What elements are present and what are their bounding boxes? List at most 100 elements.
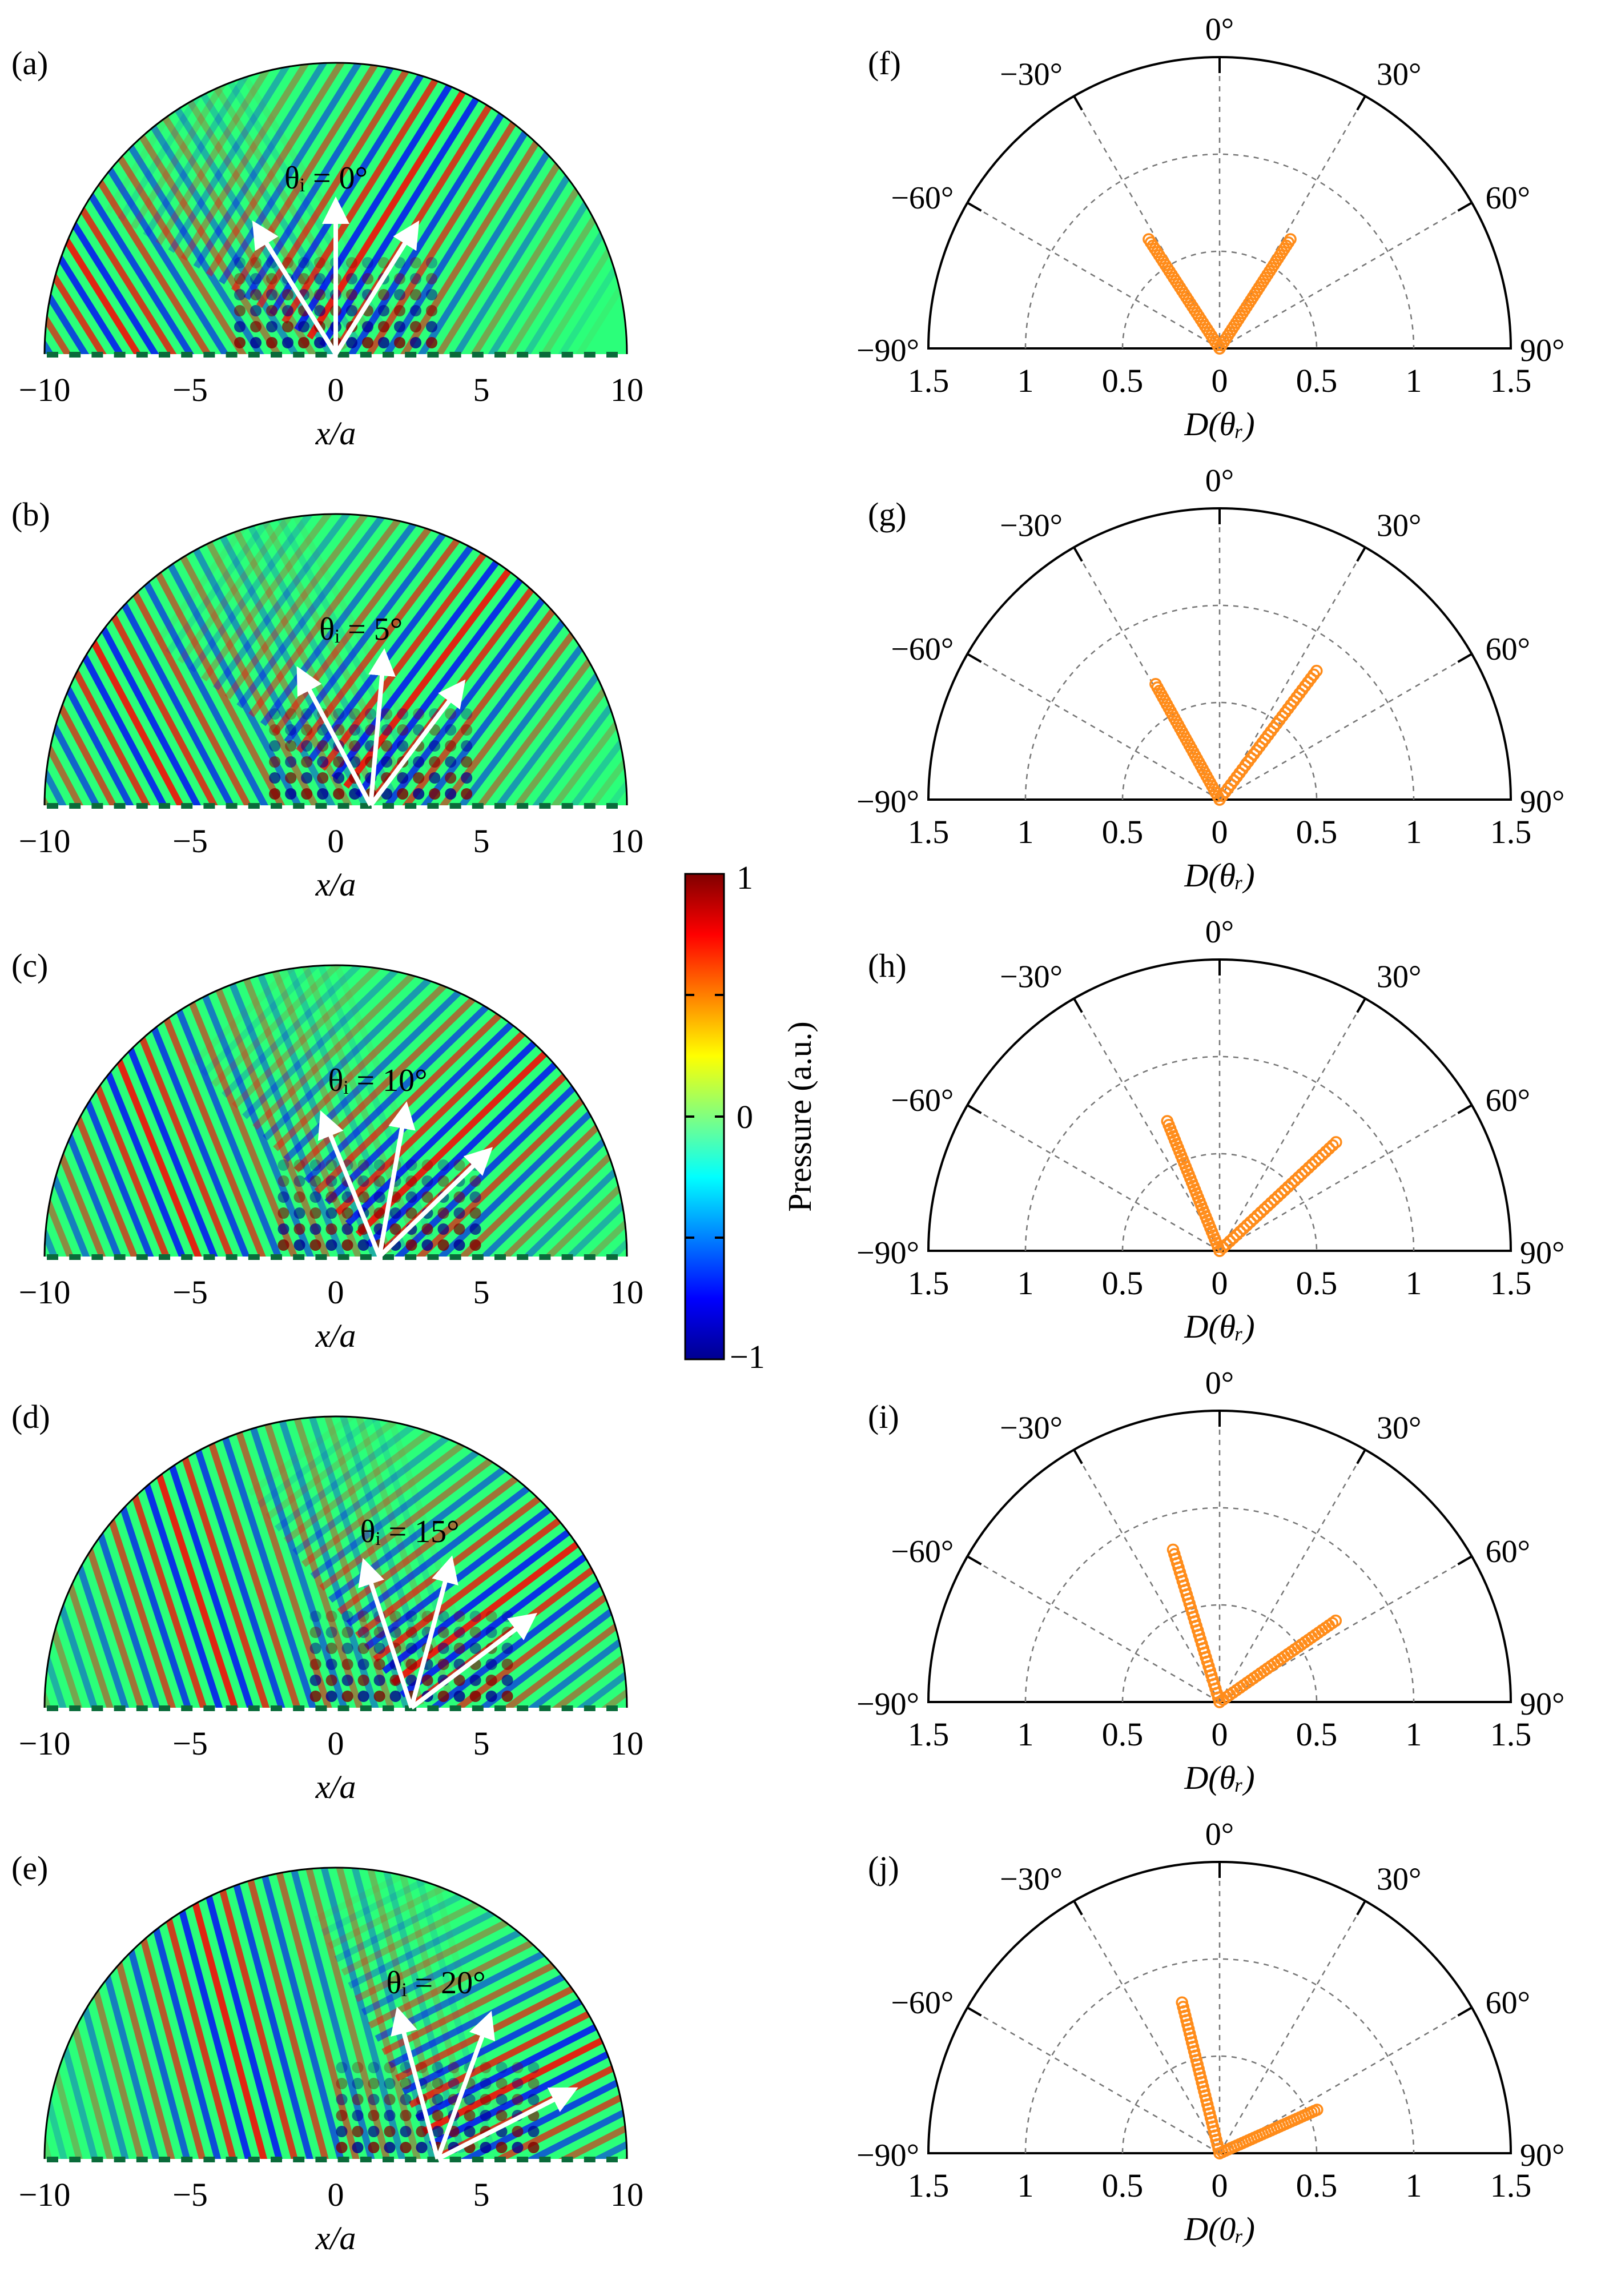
- polar-spoke: [1073, 998, 1221, 1251]
- directivity-point: [1143, 233, 1155, 246]
- colorbar-tick-zero: 0: [737, 1098, 753, 1135]
- metasurface-unit: [181, 1705, 193, 1711]
- polar-angle-label: 0°: [1205, 463, 1234, 499]
- x-axis-label: x/a: [315, 866, 356, 903]
- radial-tick-label: 1.5: [1490, 362, 1532, 399]
- polar-angle-label: −90°: [856, 2138, 919, 2173]
- field-map-outline: [43, 513, 628, 806]
- directivity-point: [1161, 1115, 1174, 1127]
- polar-tick-mark: [1073, 547, 1083, 562]
- metasurface-unit: [472, 2157, 484, 2162]
- polar-tick-mark: [1457, 202, 1473, 212]
- metasurface-unit: [203, 1705, 215, 1711]
- x-axis-label: x/a: [315, 1768, 356, 1805]
- polar-frame: [927, 56, 1512, 350]
- metasurface-unit: [427, 352, 439, 358]
- directivity-point: [1282, 1181, 1294, 1193]
- metasurface-unit: [114, 1705, 126, 1711]
- directivity-point: [1275, 1187, 1288, 1200]
- metasurface-unit: [584, 352, 596, 358]
- polar-tick-mark: [1457, 1555, 1473, 1566]
- x-axis-label: x/a: [315, 415, 356, 452]
- polar-angle-label: 90°: [1520, 1235, 1564, 1271]
- metasurface-unit: [405, 1254, 417, 1260]
- field-map-panel: θᵢ = 0° (a) −10 −5 0 5 10 x/a: [11, 45, 643, 452]
- polar-spoke: [1219, 1104, 1473, 1252]
- metasurface-unit: [539, 352, 551, 358]
- directivity-point: [1265, 1197, 1277, 1209]
- metasurface-unit: [248, 803, 260, 809]
- polar-frame: [927, 958, 1512, 1252]
- directivity-point: [1309, 1155, 1322, 1168]
- polar-tick-mark: [1073, 998, 1083, 1013]
- directivity-point: [1227, 1231, 1240, 1245]
- polar-spoke: [1218, 547, 1366, 800]
- polar-angle-label: 60°: [1486, 1534, 1530, 1570]
- panel-label: (j): [868, 1849, 899, 1886]
- field-map-panel: θᵢ = 5° (b) −10 −5 0 5 10 x/a: [11, 496, 643, 903]
- metasurface-unit: [114, 803, 126, 809]
- metasurface-unit: [383, 1254, 394, 1260]
- field-map-image: [45, 514, 627, 805]
- metasurface-unit: [181, 803, 193, 809]
- polar-tick-mark: [1073, 1900, 1083, 1916]
- directivity-point: [1241, 1219, 1253, 1232]
- metasurface-unit: [360, 352, 372, 358]
- directivity-point: [1326, 1139, 1339, 1152]
- incidence-angle-label: θᵢ = 20°: [387, 1965, 486, 2001]
- polar-panel: 0°−30° 30°−60° 60°−90° 90°1.5 1 0.5 0 0.5 1 1.5D(…: [856, 12, 1564, 443]
- directivity-point: [1213, 1245, 1226, 1257]
- metasurface-unit: [226, 1254, 238, 1260]
- incidence-angle-label: θᵢ = 10°: [328, 1063, 428, 1098]
- metasurface-unit: [69, 2157, 81, 2162]
- polar-tick-mark: [967, 653, 982, 663]
- radial-tick-label: 1.5: [908, 362, 950, 399]
- polar-ring: [1024, 153, 1415, 349]
- radial-tick-label: 0.5: [1102, 2167, 1144, 2204]
- metasurface-unit: [606, 352, 618, 358]
- polar-x-axis-label: D(θᵣ): [1184, 1308, 1254, 1345]
- metasurface-unit: [383, 1705, 394, 1711]
- radial-tick-label: 1.5: [908, 2167, 950, 2204]
- directivity-point: [1320, 1145, 1332, 1158]
- polar-angle-label: 0°: [1205, 1366, 1234, 1401]
- metasurface-unit: [472, 803, 484, 809]
- metasurface-unit: [203, 803, 215, 809]
- radial-tick-label: 0.5: [1102, 813, 1144, 850]
- polar-angle-label: 90°: [1520, 2138, 1564, 2173]
- radial-tick-label: 1: [1017, 362, 1034, 399]
- metasurface-unit: [494, 2157, 506, 2162]
- radial-tick-label: 0: [1212, 1265, 1228, 1302]
- polar-spoke: [1218, 1900, 1366, 2154]
- polar-tick-mark: [1073, 1449, 1083, 1464]
- radial-tick-label: 1: [1406, 1716, 1422, 1753]
- x-tick-label: −10: [19, 2176, 71, 2213]
- panel-label: (f): [868, 45, 901, 82]
- directivity-point: [1310, 664, 1323, 677]
- polar-tick-mark: [967, 1104, 982, 1114]
- radial-tick-label: 0: [1212, 1716, 1228, 1753]
- metasurface-unit: [91, 2157, 103, 2162]
- colorbar-label: Pressure (a.u.): [781, 1021, 818, 1211]
- polar-angle-label: 30°: [1377, 1861, 1421, 1897]
- field-map-outline: [43, 1866, 628, 2159]
- polar-angle-label: −60°: [891, 180, 954, 216]
- polar-tick-mark: [1356, 998, 1366, 1013]
- radial-tick-label: 1: [1017, 2167, 1034, 2204]
- polar-angle-label: −60°: [891, 1985, 954, 2021]
- directivity-point: [1176, 1996, 1188, 2009]
- metasurface-unit: [159, 2157, 170, 2162]
- polar-spoke: [1073, 547, 1221, 800]
- metasurface-unit: [427, 2157, 439, 2162]
- metasurface-unit: [517, 1705, 529, 1711]
- x-tick-label: 5: [473, 822, 490, 860]
- polar-spoke: [1073, 1449, 1221, 1703]
- radial-tick-label: 1.5: [908, 1716, 950, 1753]
- metasurface-unit: [427, 1254, 439, 1260]
- metasurface-unit: [405, 352, 417, 358]
- metasurface-unit: [449, 1705, 461, 1711]
- directivity-point: [1306, 1158, 1318, 1171]
- polar-frame: [927, 1410, 1512, 1703]
- directivity-point: [1258, 1203, 1270, 1216]
- polar-tick-mark: [967, 2006, 982, 2017]
